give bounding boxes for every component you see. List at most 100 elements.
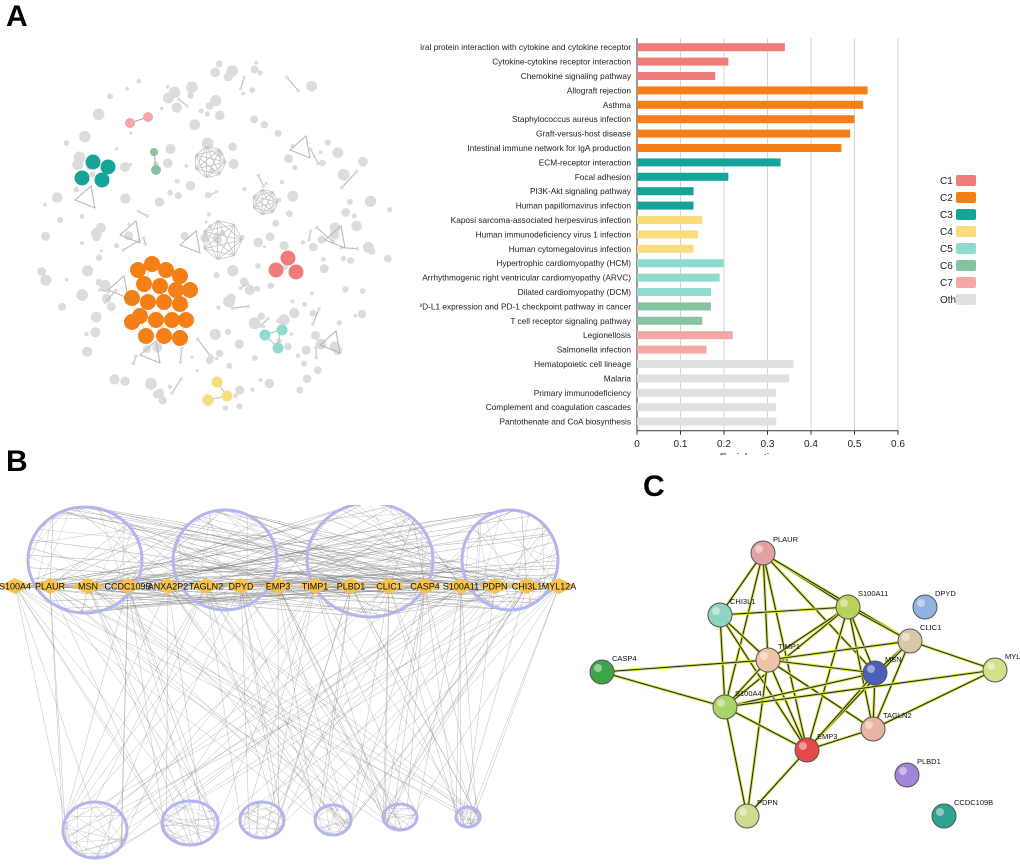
gene-target-edge [94, 507, 207, 587]
background-node [234, 339, 244, 349]
ring-chord [202, 514, 267, 592]
background-node [315, 225, 319, 230]
ring-chord [386, 807, 413, 809]
gene-node [225, 578, 257, 594]
ring-chord [213, 812, 216, 835]
bar [637, 86, 868, 95]
ring-chord [74, 507, 123, 521]
background-node [319, 159, 326, 167]
background-node [76, 289, 88, 301]
clique-edge [206, 174, 221, 178]
background-node [190, 355, 194, 360]
bar [637, 100, 864, 109]
background-node [145, 214, 149, 218]
background-edge [316, 227, 334, 243]
background-node [257, 312, 266, 320]
category-label: Primary immunodeficiency [534, 388, 632, 398]
background-node [284, 154, 294, 164]
category-label: Viral protein interaction with cytokine … [420, 42, 631, 52]
background-node [246, 304, 251, 309]
ring-chord [317, 821, 351, 829]
clique-edge [253, 196, 274, 213]
protein-node [707, 602, 733, 628]
background-node [264, 181, 268, 185]
ppi-edge [601, 659, 769, 673]
ring-chord [330, 805, 343, 834]
gene-target-edge [494, 528, 548, 587]
ring-chord [263, 801, 281, 831]
gene-target-edge [62, 511, 426, 587]
background-node [261, 184, 266, 188]
target-ring [313, 803, 353, 837]
ppi-edge [719, 552, 764, 616]
target-ring [238, 800, 286, 840]
ring-chord [66, 838, 126, 844]
gene-label: EMP3 [266, 582, 291, 592]
c2-node [172, 296, 188, 312]
ring-chord [162, 825, 218, 827]
ppi-edge [746, 659, 769, 817]
target-ring [305, 505, 435, 619]
ring-chord [413, 539, 429, 601]
ring-chord [162, 827, 199, 845]
gene-label: S100A11 [443, 582, 479, 592]
ring-chord [409, 811, 416, 828]
gene-target-edge [388, 585, 457, 815]
x-tick-label: 0.4 [804, 439, 818, 450]
ring-chord [243, 573, 276, 607]
bar [637, 115, 855, 124]
clique-edge [234, 224, 243, 241]
c5-node [259, 329, 271, 341]
gene-target-edge [341, 585, 528, 834]
gene-target-edge [205, 585, 350, 815]
ppi-edge [724, 669, 996, 708]
ring-chord [260, 809, 281, 839]
background-node [179, 346, 184, 351]
background-node [342, 286, 349, 293]
background-triangle [74, 185, 96, 209]
gene-label: CASP4 [410, 582, 440, 592]
gene-target-edge [87, 585, 415, 811]
cluster-edge [264, 329, 281, 350]
ring-chord [106, 806, 113, 857]
ring-chord [64, 837, 103, 858]
gene-label: PDPN [482, 582, 507, 592]
ring-chord [383, 807, 412, 815]
clique-edge [206, 149, 221, 178]
background-node [309, 291, 314, 296]
background-node [223, 295, 235, 308]
ring-chord [471, 809, 477, 827]
legend-label: C1 [940, 176, 953, 187]
background-node [92, 233, 101, 242]
legend-label: C7 [940, 278, 953, 289]
gene-target-edge [205, 585, 397, 830]
bar [637, 230, 698, 239]
node-highlight [712, 607, 720, 615]
c2-node [138, 328, 154, 344]
c1-node [280, 250, 296, 266]
background-node [319, 264, 329, 274]
category-label: Complement and coagulation cascades [486, 402, 631, 412]
background-node [289, 332, 294, 336]
clique-edge [262, 211, 274, 216]
gene-target-edge [314, 510, 516, 587]
c2-node [164, 312, 180, 328]
legend-swatch [956, 192, 976, 203]
gene-target-edge [350, 585, 474, 808]
gene-target-edge [470, 585, 560, 827]
background-node [79, 214, 85, 220]
target-ring [460, 508, 560, 612]
bar [637, 345, 707, 354]
legend-label: C4 [940, 227, 953, 238]
target-ring [171, 508, 279, 612]
background-node [295, 353, 301, 358]
c2-node [182, 282, 198, 298]
background-node [195, 369, 199, 373]
ring-chord [193, 519, 275, 545]
clique-edge [252, 196, 263, 215]
clique-edge [203, 231, 218, 260]
c2-node [140, 294, 156, 310]
background-node [204, 220, 208, 224]
enrichment-bar-chart: 0 0.1 0.2 0.3 0.4 0.5 0.6 Viral protein interac… [420, 38, 976, 455]
ring-chord [326, 806, 331, 835]
